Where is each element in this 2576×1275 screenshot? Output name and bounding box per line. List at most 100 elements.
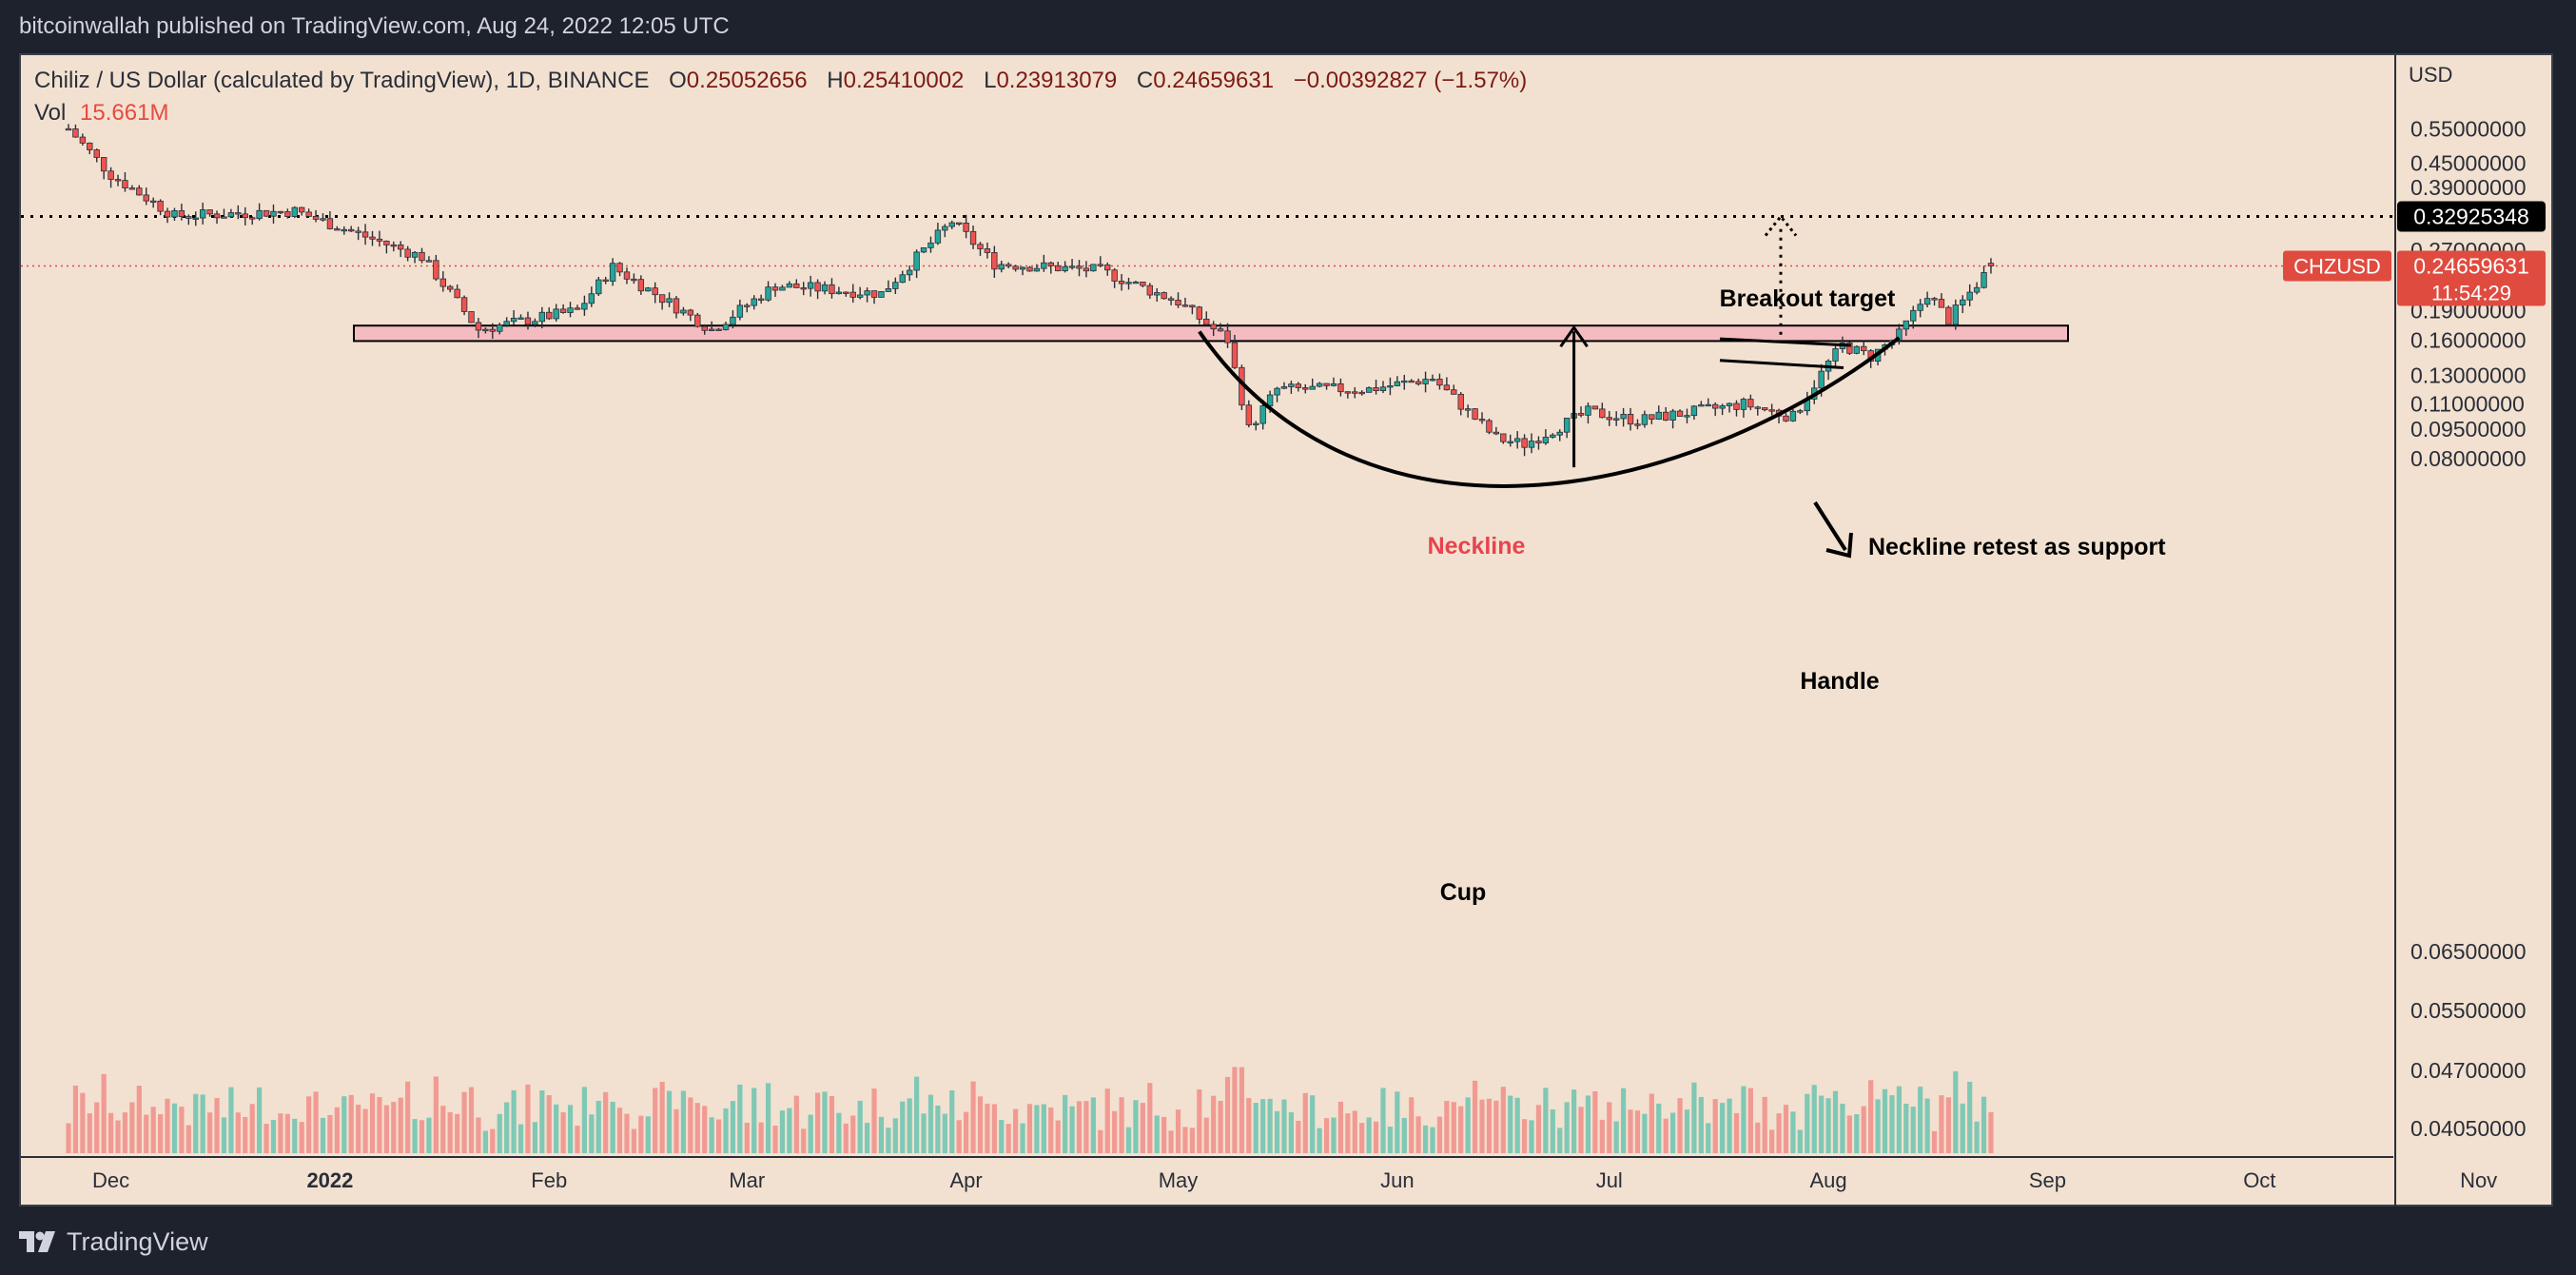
candle-down	[433, 260, 439, 280]
candle-up	[538, 311, 546, 323]
volume-bar	[772, 1126, 778, 1153]
candle-down	[1302, 387, 1309, 390]
candle-up	[1429, 379, 1436, 382]
volume-bar	[688, 1097, 693, 1153]
volume-bar	[1931, 1130, 1938, 1153]
candle-up	[913, 251, 920, 271]
volume-bar	[603, 1091, 609, 1153]
volume-bar	[680, 1090, 687, 1153]
volume-bar	[694, 1103, 700, 1153]
candle-down	[128, 187, 136, 190]
volume-bar	[1239, 1067, 1244, 1153]
volume-bar	[1147, 1083, 1153, 1153]
candle-up	[885, 288, 892, 292]
volume-bar	[1585, 1095, 1591, 1153]
candle-down	[348, 228, 355, 232]
candle-up	[1090, 264, 1097, 272]
candle-up	[192, 217, 199, 220]
volume-bar	[426, 1117, 432, 1153]
volume-bar	[490, 1128, 496, 1153]
candle-down	[1012, 265, 1019, 270]
tradingview-brand[interactable]: TradingView	[19, 1227, 208, 1257]
candle-down	[1634, 423, 1641, 426]
volume-bar	[1422, 1125, 1429, 1153]
candle-down	[1987, 263, 1995, 266]
volume-bar	[497, 1113, 502, 1153]
candle-down	[248, 217, 256, 220]
symbol-description[interactable]: Chiliz / US Dollar (calculated by Tradin…	[34, 68, 650, 93]
candle-up	[1309, 385, 1316, 390]
candle-up	[1655, 411, 1662, 420]
high-value: 0.25410002	[843, 68, 965, 93]
volume-bar	[1472, 1080, 1478, 1153]
candle-up	[588, 293, 595, 304]
candle-down	[602, 279, 609, 282]
volume-bar	[1048, 1107, 1054, 1153]
volume-bar	[1656, 1103, 1662, 1153]
volume-bar	[659, 1081, 665, 1153]
volume-bar	[1592, 1090, 1598, 1153]
volume-bar	[949, 1089, 955, 1153]
candle-up	[878, 291, 885, 298]
low-label: L	[984, 68, 997, 93]
volume-bar	[1401, 1117, 1407, 1153]
volume-bar	[1783, 1105, 1789, 1153]
candle-down	[1358, 391, 1365, 395]
volume-bar	[1323, 1118, 1330, 1153]
candle-down	[955, 222, 963, 225]
candle-up	[1033, 267, 1041, 272]
volume-bar	[369, 1093, 376, 1153]
candle-up	[1280, 386, 1288, 389]
volume-bar	[517, 1124, 524, 1153]
time-axis-tick: Aug	[1810, 1168, 1847, 1192]
candle-up	[942, 226, 948, 231]
volume-bar	[257, 1087, 263, 1153]
candle-down	[969, 230, 977, 245]
volume-bar	[1882, 1089, 1888, 1153]
volume-bar	[306, 1096, 312, 1153]
candle-up	[1684, 415, 1690, 418]
volume-bar	[857, 1100, 863, 1153]
volume-bar	[1607, 1102, 1612, 1153]
candle-up	[1705, 403, 1711, 407]
time-axis-tick: Jun	[1380, 1168, 1414, 1192]
volume-bar	[1557, 1128, 1563, 1153]
volume-bar	[115, 1120, 121, 1153]
volume-bar	[356, 1104, 361, 1153]
volume-bar	[1395, 1091, 1400, 1153]
volume-bar	[1359, 1123, 1365, 1153]
volume-bar	[1267, 1098, 1273, 1153]
candle-down	[1493, 431, 1500, 435]
volume-bar	[1550, 1109, 1555, 1153]
volume-bar	[525, 1084, 531, 1153]
candle-down	[1337, 382, 1344, 393]
volume-bar	[1317, 1128, 1322, 1153]
volume-bar	[871, 1089, 877, 1153]
volume-bar	[504, 1102, 510, 1153]
volume-bar	[1026, 1104, 1033, 1153]
candle-up	[411, 251, 419, 258]
volume-bar	[327, 1114, 333, 1153]
volume-bar	[546, 1095, 552, 1153]
current-price-label: 0.24659631	[2413, 254, 2529, 279]
volume-bar	[595, 1100, 601, 1153]
candle-down	[376, 238, 383, 242]
candle-up	[1789, 410, 1797, 422]
candle-down	[334, 228, 341, 231]
volume-bar	[554, 1104, 559, 1153]
candle-up	[1797, 410, 1804, 413]
volume-bar	[914, 1076, 920, 1153]
volume-bar	[122, 1112, 128, 1153]
candle-up	[532, 321, 538, 325]
candle-up	[1726, 402, 1733, 406]
publisher-header: bitcoinwallah published on TradingView.c…	[19, 13, 730, 39]
candle-up	[1507, 441, 1513, 443]
candle-down	[1167, 298, 1175, 301]
candle-up	[645, 287, 652, 292]
chart-frame[interactable]	[19, 53, 2553, 1206]
candle-down	[369, 236, 376, 240]
candle-down	[1768, 409, 1775, 412]
volume-bar	[1253, 1103, 1259, 1153]
candle-down	[1415, 381, 1422, 384]
